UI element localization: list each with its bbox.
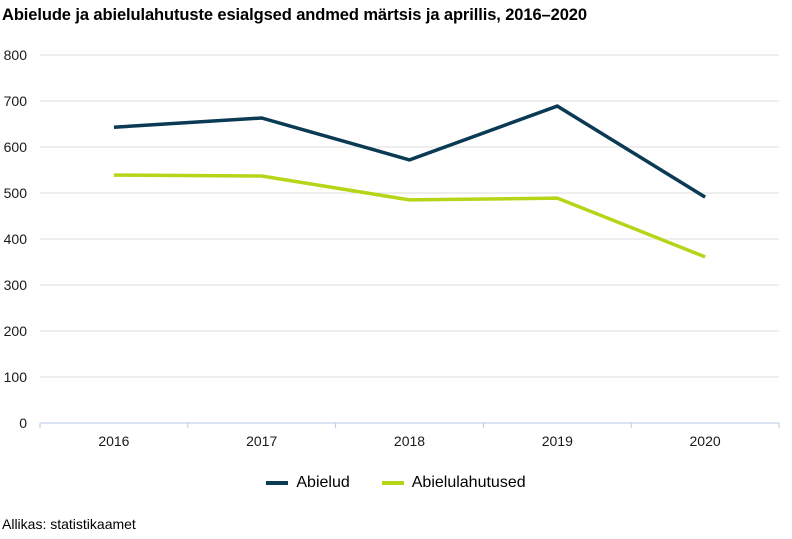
- x-tick-label: 2018: [394, 433, 425, 449]
- y-tick-label: 400: [4, 231, 28, 247]
- gridlines: [40, 54, 779, 378]
- x-tick-label: 2016: [98, 433, 129, 449]
- y-tick-label: 600: [4, 139, 28, 155]
- x-tick-label: 2020: [690, 433, 721, 449]
- legend-swatch: [381, 481, 404, 485]
- y-tick-label: 100: [4, 369, 28, 385]
- x-tick-label: 2017: [246, 433, 277, 449]
- y-tick-label: 700: [4, 93, 28, 109]
- legend-item-abielud: Abielud: [266, 474, 350, 492]
- y-tick-label: 800: [4, 47, 28, 63]
- y-tick-label: 500: [4, 185, 28, 201]
- legend-item-abielulahutused: Abielulahutused: [381, 474, 526, 492]
- source-note: Allikas: statistikaamet: [2, 516, 136, 532]
- y-tick-label: 200: [4, 323, 28, 339]
- legend-swatch: [266, 481, 289, 485]
- series-line-abielulahutused: [113, 173, 706, 259]
- legend-label: Abielud: [296, 474, 350, 491]
- chart-title: Abielude ja abielulahutuste esialgsed an…: [2, 6, 587, 24]
- series-line-abielud: [113, 104, 707, 199]
- y-tick-label: 300: [4, 277, 28, 293]
- legend: Abielud Abielulahutused: [0, 474, 792, 492]
- series-lines: [113, 104, 707, 259]
- legend-label: Abielulahutused: [411, 474, 526, 491]
- y-tick-label: 0: [19, 415, 27, 431]
- y-axis-ticks: 0 100 200 300 400 500 600 700 800: [4, 47, 28, 431]
- x-tick-label: 2019: [542, 433, 573, 449]
- x-axis: 2016 2017 2018 2019 2020: [39, 422, 780, 449]
